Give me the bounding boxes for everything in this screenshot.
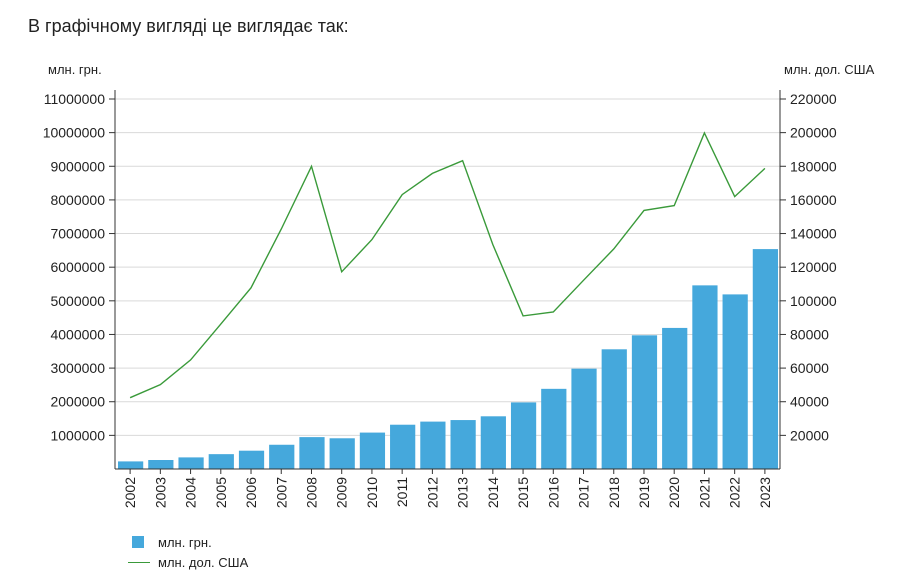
x-tick-label: 2020: [666, 477, 682, 508]
bar-series: [118, 249, 778, 469]
left-tick-label: 10000000: [43, 125, 106, 141]
bar: [208, 454, 234, 469]
left-tick-label: 7000000: [50, 226, 105, 242]
legend-item-line: млн. дол. США: [128, 552, 249, 572]
x-tick-label: 2006: [243, 477, 259, 508]
bar: [420, 421, 446, 469]
x-tick-label: 2017: [576, 477, 592, 508]
right-tick-label: 80000: [790, 326, 829, 342]
bar: [541, 388, 567, 469]
bar: [631, 335, 658, 469]
left-tick-label: 11000000: [44, 91, 105, 107]
bar: [299, 437, 325, 469]
bar: [450, 420, 476, 469]
bar: [752, 249, 778, 469]
right-tick-label: 200000: [790, 125, 837, 141]
x-tick-label: 2007: [273, 477, 289, 508]
left-tick-label: 2000000: [50, 394, 105, 410]
x-tick-label: 2016: [545, 477, 561, 508]
line-series: [129, 131, 766, 399]
x-tick-label: 2021: [696, 477, 712, 508]
usd-line: [129, 131, 766, 399]
legend-label-line: млн. дол. США: [158, 554, 249, 570]
bar: [359, 432, 386, 469]
x-tick-label: 2008: [303, 477, 319, 508]
right-tick-label: 100000: [790, 293, 837, 309]
bar: [571, 368, 597, 469]
left-tick-label: 5000000: [50, 293, 105, 309]
legend-bar-swatch: [132, 536, 144, 548]
left-tick-label: 8000000: [50, 192, 105, 208]
legend-label-bars: млн. грн.: [158, 534, 212, 550]
left-axis-unit: млн. грн.: [48, 62, 102, 77]
bar: [148, 460, 174, 469]
bar: [269, 444, 295, 469]
bar: [118, 461, 144, 469]
bar: [510, 402, 537, 469]
right-tick-label: 180000: [790, 158, 837, 174]
bar: [178, 457, 204, 469]
legend: млн. грн. млн. дол. США: [128, 532, 249, 572]
x-tick-label: 2012: [424, 477, 440, 508]
legend-line-swatch: [128, 561, 150, 563]
left-tick-label: 3000000: [50, 360, 105, 376]
left-tick-label: 6000000: [50, 259, 105, 275]
right-axis-unit: млн. дол. США: [784, 62, 875, 77]
bar: [601, 349, 627, 469]
x-tick-label: 2022: [727, 477, 743, 508]
left-tick-label: 9000000: [50, 158, 105, 174]
right-tick-label: 220000: [790, 91, 837, 107]
bar: [692, 285, 718, 469]
x-tick-label: 2019: [636, 477, 652, 508]
page-heading: В графічному вигляді це виглядає так:: [28, 16, 349, 36]
legend-item-bars: млн. грн.: [132, 532, 248, 552]
x-tick-label: 2002: [122, 477, 138, 508]
right-tick-label: 160000: [790, 192, 837, 208]
right-tick-label: 120000: [790, 259, 837, 275]
x-tick-label: 2018: [606, 477, 622, 508]
bar: [480, 416, 506, 469]
x-tick-label: 2003: [152, 477, 168, 508]
bar: [329, 438, 355, 469]
x-tick-label: 2005: [213, 477, 229, 508]
left-tick-label: 4000000: [50, 326, 105, 342]
x-tick-label: 2010: [364, 477, 380, 508]
right-tick-label: 20000: [790, 427, 829, 443]
tick-labels: 1000000 2000000 3000000 4000000 5000000 60000…: [43, 91, 837, 508]
x-tick-label: 2009: [334, 477, 350, 508]
x-tick-label: 2023: [757, 477, 773, 508]
right-tick-label: 60000: [790, 360, 829, 376]
axes: [109, 90, 786, 474]
x-tick-label: 2014: [485, 477, 501, 508]
x-tick-label: 2004: [183, 477, 199, 508]
left-tick-label: 1000000: [50, 427, 105, 443]
bar: [722, 294, 748, 469]
right-tick-label: 40000: [790, 394, 829, 410]
x-tick-label: 2015: [515, 477, 531, 508]
bar: [238, 450, 265, 469]
bar: [662, 327, 688, 469]
x-tick-label: 2013: [455, 477, 471, 508]
right-tick-label: 140000: [790, 226, 837, 242]
x-tick-label: 2011: [394, 477, 410, 507]
bar: [390, 424, 416, 469]
